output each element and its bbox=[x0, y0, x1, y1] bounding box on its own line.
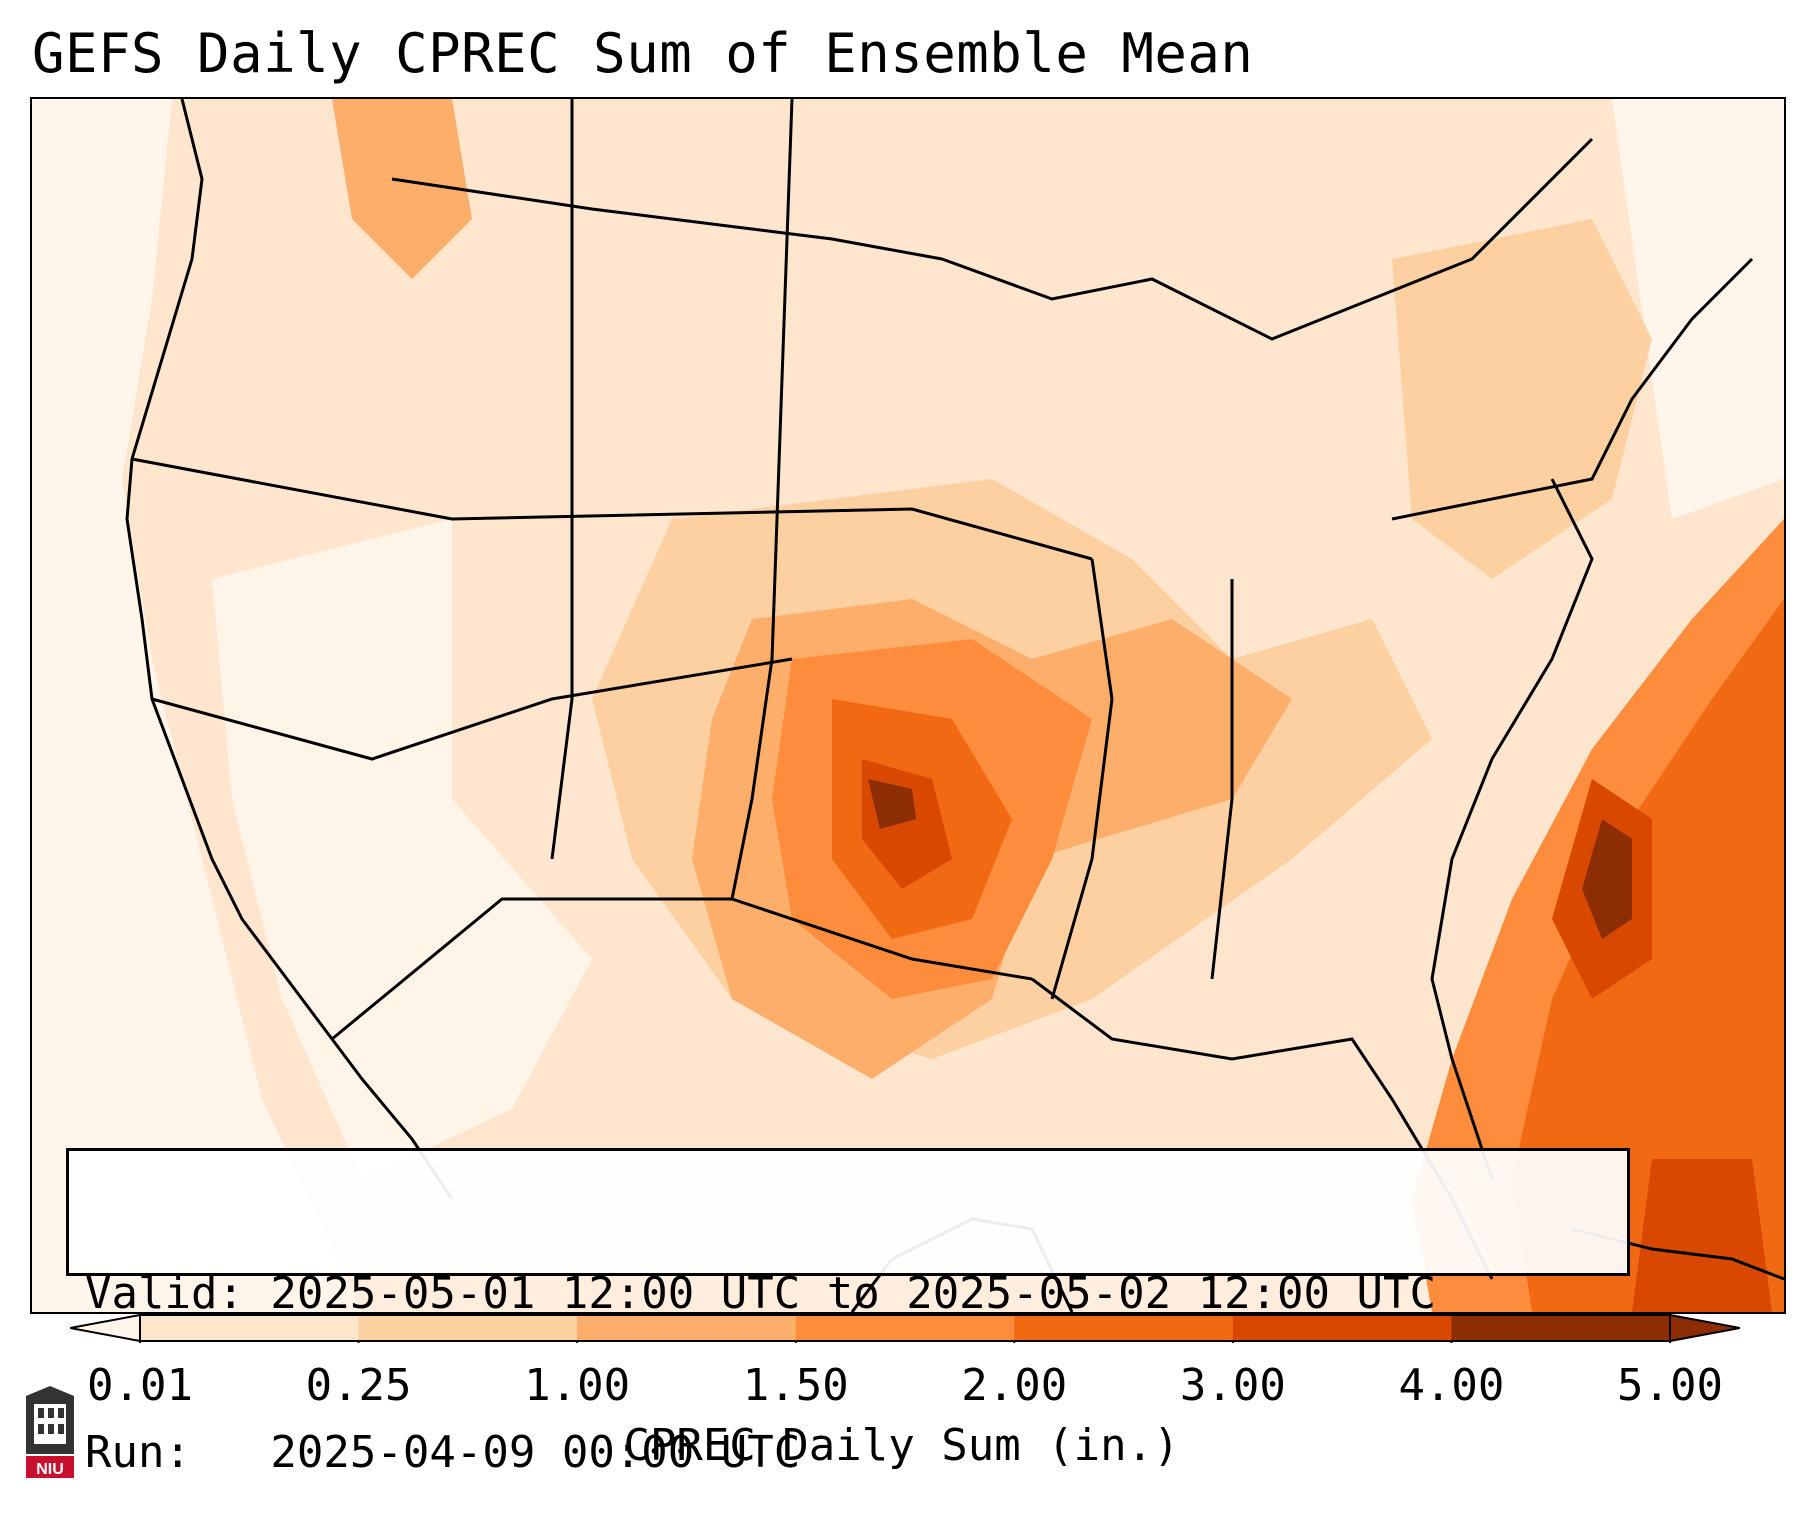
field-northwest-band bbox=[332, 99, 472, 279]
colorbar-segment bbox=[577, 1315, 797, 1341]
northeast-boundary bbox=[1391, 257, 1754, 521]
colorbar bbox=[69, 1313, 1741, 1343]
field-core-peak bbox=[868, 779, 916, 829]
colorbar-tick-label: 0.01 bbox=[87, 1360, 193, 1411]
colorbar-extend-low bbox=[69, 1313, 141, 1343]
state-line-vertical-4 bbox=[1210, 579, 1234, 980]
state-line-mid bbox=[151, 657, 793, 761]
great-lakes-border bbox=[941, 137, 1594, 341]
colorbar-tick-label: 4.00 bbox=[1398, 1360, 1505, 1411]
field-atlantic-peak bbox=[1582, 819, 1632, 939]
colorbar-tick-label: 5.00 bbox=[1617, 1360, 1723, 1411]
colorbar-tick-label: 2.00 bbox=[961, 1360, 1068, 1411]
colorbar-segment bbox=[795, 1315, 1015, 1341]
colorbar-tick-label: 1.00 bbox=[524, 1360, 631, 1411]
colorbar-label: CPREC Daily Sum (in.) bbox=[623, 1420, 1180, 1471]
state-line-vertical-2 bbox=[550, 99, 574, 860]
colorbar-tick-labels: 0.01 0.25 1.00 1.50 2.00 3.00 4.00 5.00 bbox=[70, 1360, 1740, 1420]
colorbar-tick-label: 1.50 bbox=[742, 1360, 849, 1411]
valid-run-info-box: Valid: 2025-05-01 12:00 UTC to 2025-05-0… bbox=[66, 1148, 1630, 1478]
run-time-line: Run: 2025-04-09 00:00 UTC bbox=[85, 1427, 801, 1478]
state-line-vertical-3 bbox=[1050, 558, 1114, 1000]
colorbar-segment bbox=[140, 1315, 360, 1341]
valid-time-line: Valid: 2025-05-01 12:00 UTC to 2025-05-0… bbox=[85, 1268, 1437, 1319]
field-northeast-light bbox=[1612, 99, 1784, 519]
niu-logo: NIU bbox=[22, 1384, 78, 1480]
precipitation-map bbox=[30, 97, 1786, 1314]
colorbar-segment bbox=[1232, 1315, 1452, 1341]
field-caribbean-max bbox=[1632, 1159, 1772, 1312]
east-coastline bbox=[1430, 478, 1594, 1180]
field-northeast-moderate bbox=[1392, 219, 1652, 579]
state-line-north bbox=[131, 457, 1093, 561]
field-pacific-light bbox=[32, 99, 362, 1312]
colorbar-tick-label: 3.00 bbox=[1179, 1360, 1286, 1411]
colorbar-outline bbox=[139, 1314, 1671, 1342]
state-line-vertical-1 bbox=[730, 99, 794, 900]
colorbar-segment bbox=[1451, 1315, 1671, 1341]
colorbar-extend-high bbox=[1669, 1313, 1741, 1343]
west-coastline bbox=[125, 99, 454, 1200]
svg-text:NIU: NIU bbox=[36, 1461, 64, 1478]
canada-border bbox=[391, 177, 943, 261]
colorbar-tick-label: 0.25 bbox=[305, 1360, 412, 1411]
field-southwest-light bbox=[212, 519, 592, 1179]
colorbar-segment bbox=[358, 1315, 578, 1341]
map-title: GEFS Daily CPREC Sum of Ensemble Mean bbox=[32, 22, 1254, 85]
colorbar-segment bbox=[1014, 1315, 1234, 1341]
boundary-lines bbox=[125, 99, 1784, 1312]
